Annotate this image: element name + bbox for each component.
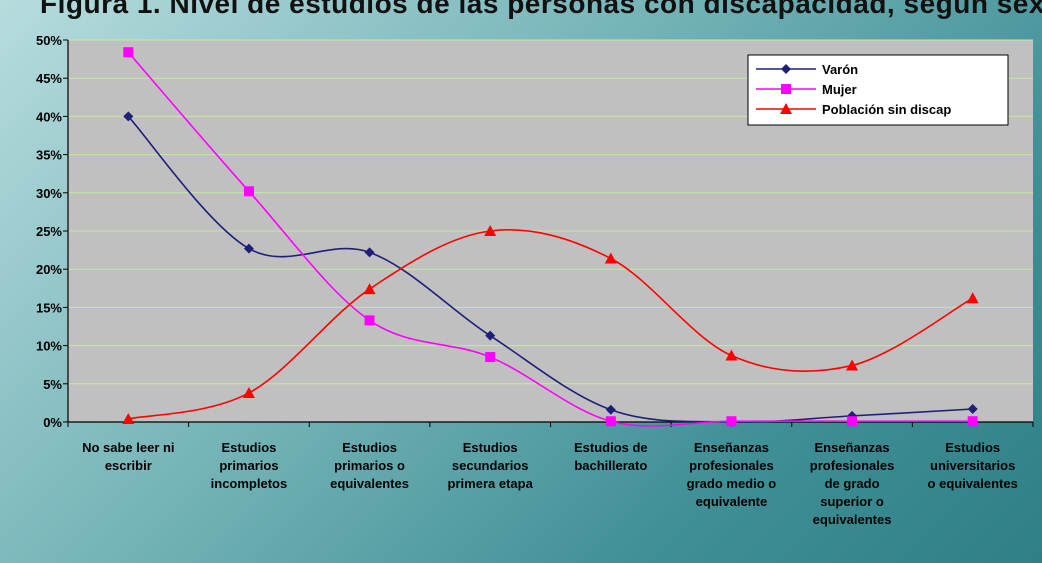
legend-label-mujer: Mujer — [822, 82, 857, 97]
x-tick-label-line: superior o — [820, 494, 884, 509]
x-tick-label: No sabe leer ni escribir — [82, 440, 174, 473]
data-point-sin-discap — [484, 225, 497, 236]
title-strip: Figura 1. Nivel de estudios de las perso… — [0, 0, 1042, 22]
x-tick-labels: No sabe leer ni escribir Estudios primarios… — [82, 440, 1018, 527]
x-tick-label-line: bachillerato — [574, 458, 647, 473]
x-tick-label-line: Estudios — [463, 440, 518, 455]
y-tick-label: 40% — [36, 109, 62, 124]
data-point-mujer — [605, 416, 616, 427]
legend-label-sin-discap: Población sin discap — [822, 102, 951, 117]
y-tick-label: 5% — [43, 377, 62, 392]
series-layer — [122, 47, 979, 427]
x-tick-label: Enseñanzas profesionales grado medio o equi… — [687, 440, 777, 509]
data-point-sin-discap — [363, 283, 376, 295]
legend-label-varon: Varón — [822, 62, 858, 77]
data-point-sin-discap — [966, 292, 979, 304]
data-point-mujer — [726, 416, 737, 427]
x-tick-label-line: incompletos — [211, 476, 288, 491]
y-tick-label: 35% — [36, 148, 62, 163]
x-tick-label-line: profesionales — [810, 458, 895, 473]
x-tick-label: Estudios primarios o equivalentes — [330, 440, 409, 491]
data-point-varon — [364, 247, 375, 258]
x-tick-label-line: universitarios — [930, 458, 1015, 473]
data-point-mujer — [243, 186, 254, 197]
data-point-varon — [123, 111, 134, 122]
series-sin-discap — [122, 225, 979, 424]
legend-marker-mujer — [781, 84, 791, 94]
data-point-mujer — [847, 416, 858, 427]
series-line-sin-discap — [128, 229, 974, 420]
data-point-varon — [967, 404, 978, 415]
y-tick-labels: 0% 5% 10% 15% 20% 25% 30% 35% 40% 45% 50% — [36, 33, 62, 430]
x-tick-label-line: escribir — [105, 458, 152, 473]
y-tick-label: 0% — [43, 415, 62, 430]
y-tick-label: 15% — [36, 300, 62, 315]
x-tick-label: Estudios secundarios primera etapa — [448, 440, 534, 491]
y-tick-label: 25% — [36, 224, 62, 239]
x-tick-label-line: Estudios de — [574, 440, 648, 455]
data-point-mujer — [364, 315, 375, 326]
x-tick-label-line: primarios o — [334, 458, 405, 473]
data-point-sin-discap — [846, 359, 859, 371]
y-tick-label: 30% — [36, 186, 62, 201]
x-tick-label-line: primera etapa — [448, 476, 534, 491]
x-tick-label-line: Estudios — [221, 440, 276, 455]
legend: Varón Mujer Población sin discap — [747, 54, 1009, 126]
legend-marker-sin-discap — [780, 103, 792, 114]
data-point-sin-discap — [725, 349, 738, 361]
data-point-mujer — [485, 352, 496, 363]
data-point-sin-discap — [122, 412, 135, 424]
x-tick-label-line: Enseñanzas — [814, 440, 889, 455]
x-tick-label-line: Estudios — [342, 440, 397, 455]
page-title: Figura 1. Nivel de estudios de las perso… — [40, 0, 1042, 19]
x-tick-label-line: de grado — [825, 476, 880, 491]
data-point-varon — [605, 404, 616, 415]
x-tick-label-line: primarios — [219, 458, 278, 473]
data-point-mujer — [123, 47, 134, 58]
x-tick-label-line: grado medio o — [687, 476, 777, 491]
legend-marker-varon — [781, 64, 791, 74]
x-tick-label: Estudios universitarios o equivalentes — [928, 440, 1018, 491]
x-tick-label-line: equivalentes — [330, 476, 409, 491]
x-tick-label-line: profesionales — [689, 458, 774, 473]
x-tick-label-line: Estudios — [945, 440, 1000, 455]
data-point-mujer — [967, 416, 978, 427]
series-mujer — [123, 47, 978, 427]
x-tick-label-line: equivalente — [696, 494, 768, 509]
y-tick-label: 10% — [36, 339, 62, 354]
x-tick-label-line: secundarios — [452, 458, 529, 473]
x-tick-label-line: o equivalentes — [928, 476, 1018, 491]
y-tick-label: 20% — [36, 262, 62, 277]
y-tick-label: 50% — [36, 33, 62, 48]
x-tick-label-line: No sabe leer ni — [82, 440, 174, 455]
x-tick-label: Estudios primarios incompletos — [211, 440, 288, 491]
y-tick-label: 45% — [36, 71, 62, 86]
x-tick-label: Estudios de bachillerato — [574, 440, 648, 473]
data-point-varon — [243, 243, 254, 254]
x-tick-label-line: equivalentes — [813, 512, 892, 527]
data-point-sin-discap — [604, 252, 617, 264]
x-tick-label: Enseñanzas profesionales de grado superior … — [810, 440, 895, 527]
data-point-sin-discap — [242, 386, 255, 398]
x-tick-label-line: Enseñanzas — [694, 440, 769, 455]
data-point-varon — [485, 330, 496, 341]
